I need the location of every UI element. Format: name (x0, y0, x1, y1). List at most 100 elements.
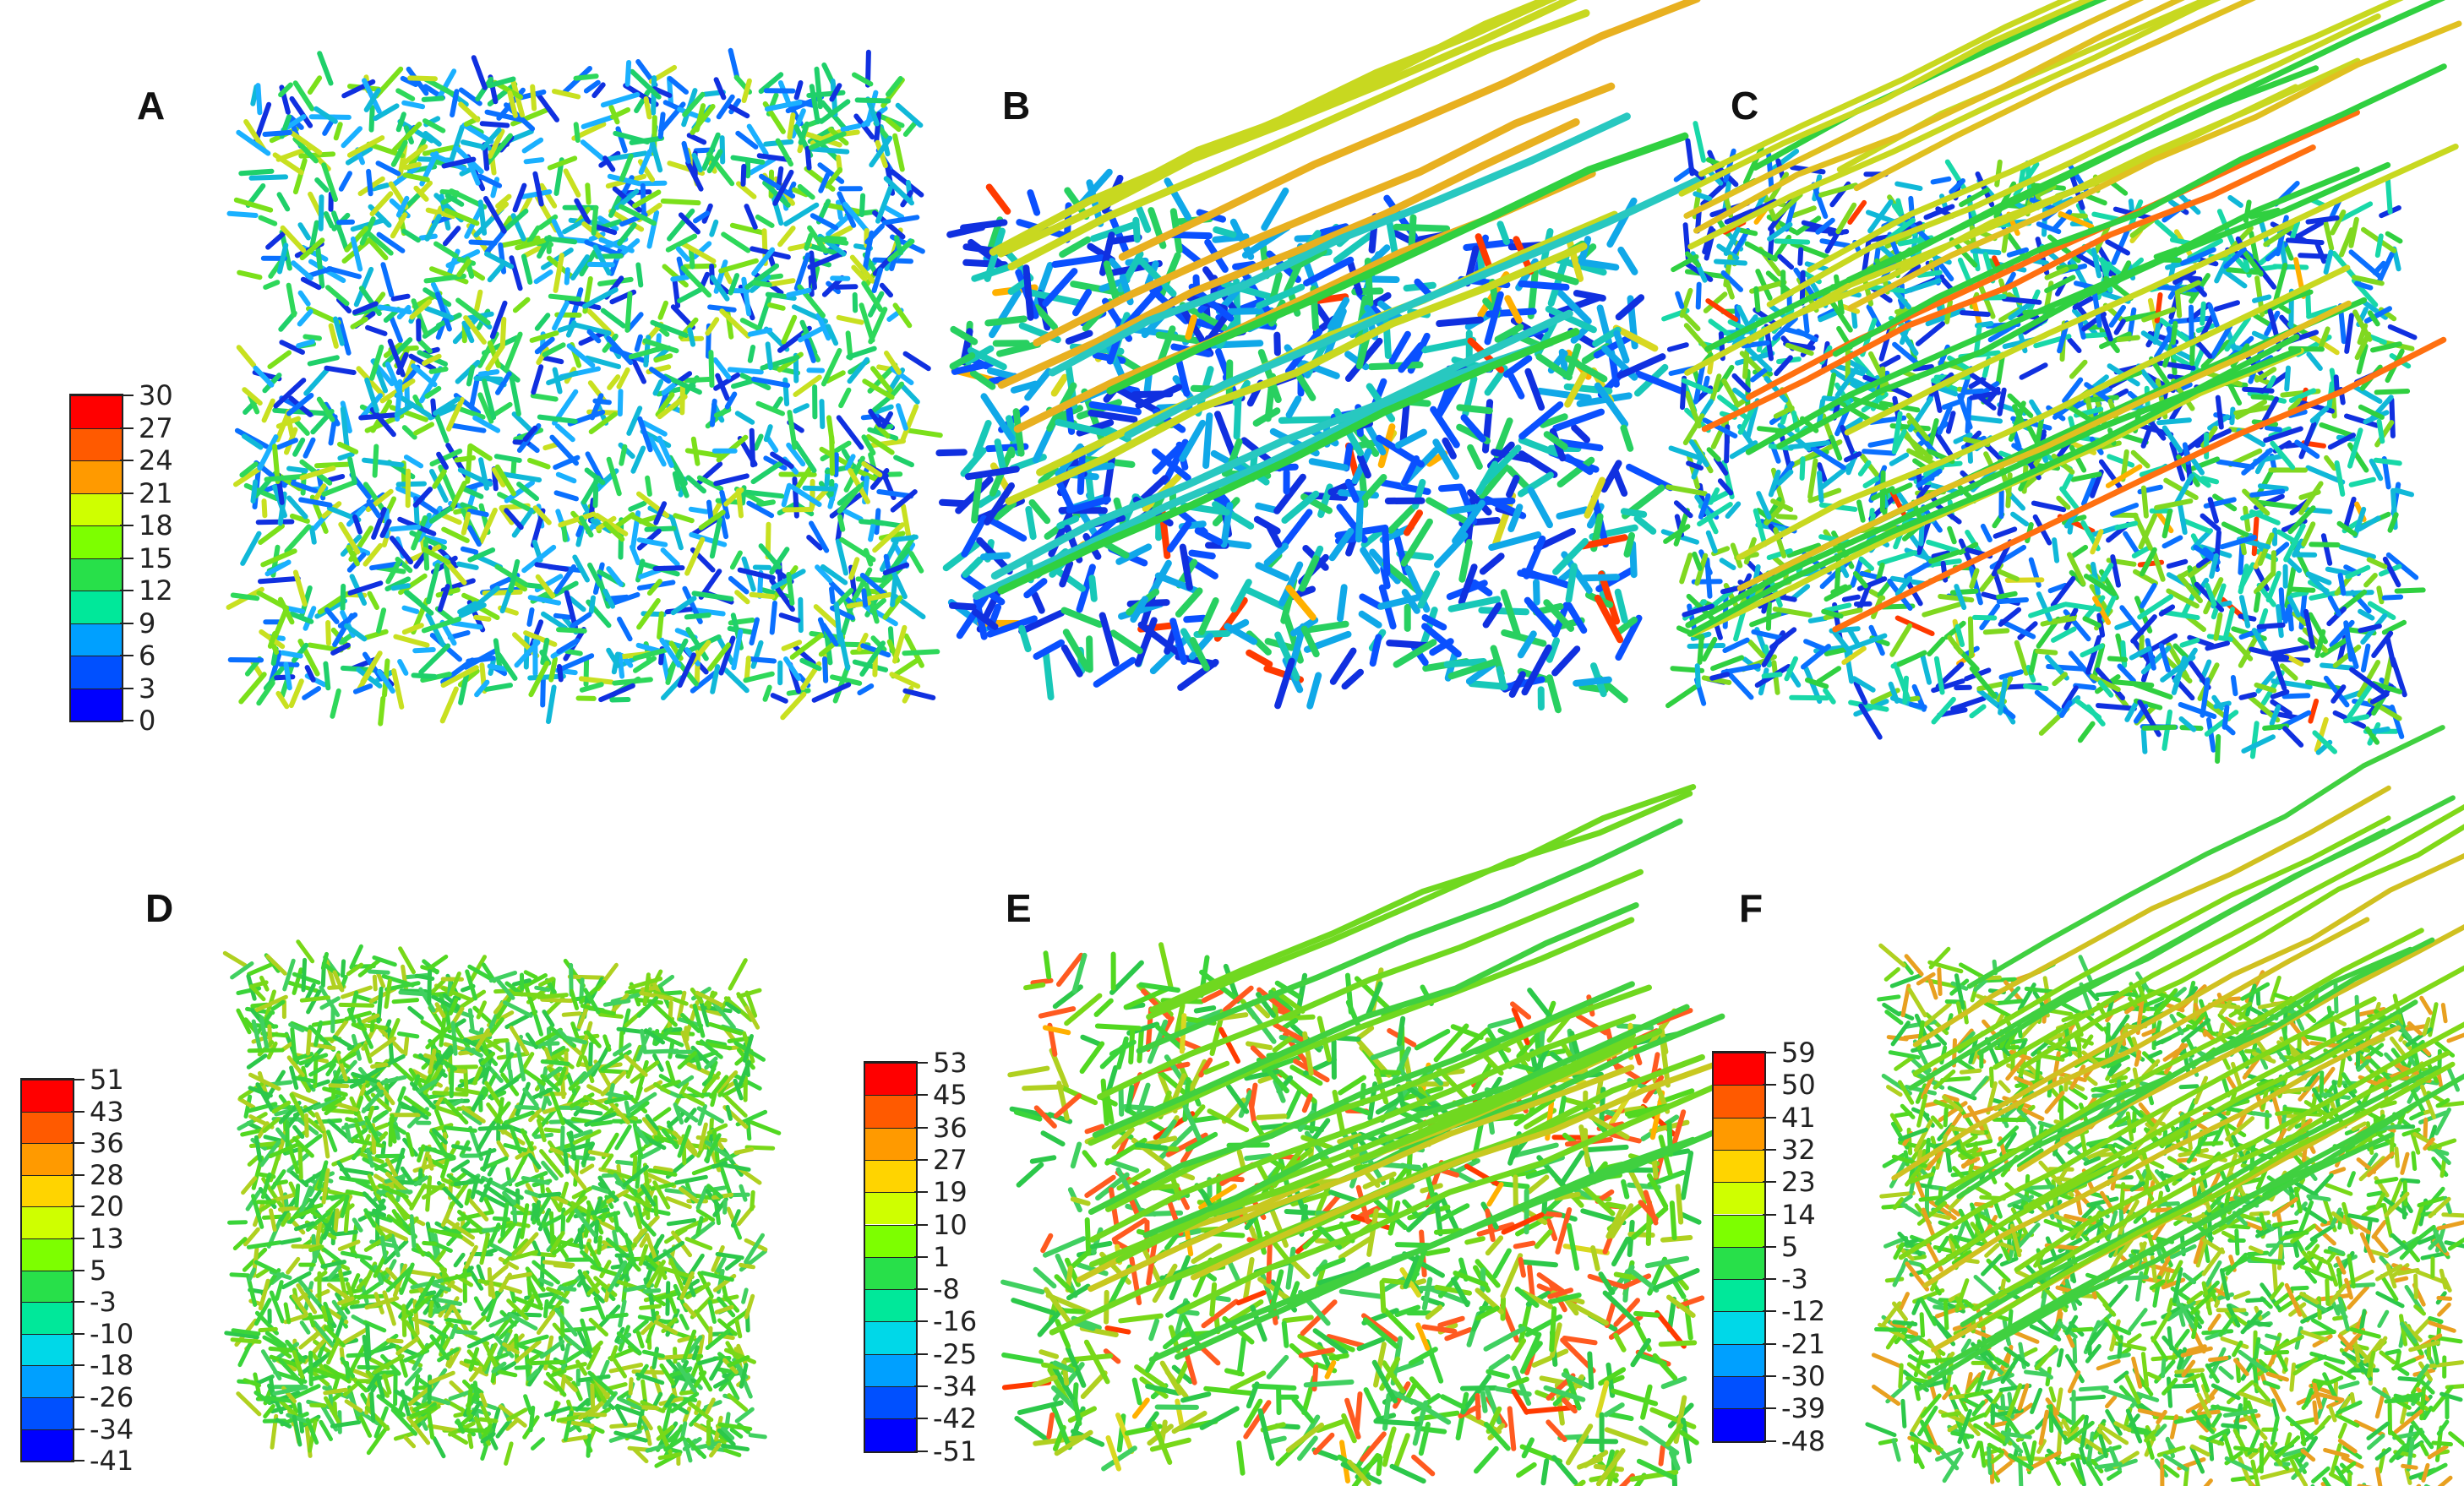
legend-color-segment (22, 1302, 73, 1334)
legend-color-segment (22, 1174, 73, 1207)
legend-tick-label: 51 (90, 1064, 124, 1096)
legend-tick (120, 427, 134, 429)
legend-tick (1763, 1052, 1776, 1053)
legend-tick (914, 1418, 928, 1420)
panel-label-d: D (145, 886, 174, 930)
legend-tick (914, 1062, 928, 1064)
legend-tick (71, 1364, 84, 1367)
legend-color-segment (71, 395, 122, 428)
legend-tick (71, 1428, 84, 1430)
legend-tick (71, 1173, 84, 1176)
legend-tick (1763, 1375, 1776, 1377)
legend-color-segment (71, 656, 122, 689)
legend-tick-label: 15 (139, 542, 173, 574)
legend-tick-label: -8 (933, 1273, 960, 1306)
legend-tick-label: 41 (1781, 1101, 1816, 1134)
network-b (935, 0, 1707, 714)
legend-tick (1763, 1245, 1776, 1248)
legend-tick-label: -10 (90, 1317, 134, 1350)
legend-color-bar (1712, 1051, 1766, 1443)
legend-tick-label: 24 (139, 444, 173, 476)
legend-color-segment (22, 1111, 73, 1144)
legend-tick-label: -12 (1781, 1295, 1826, 1328)
legend-color-segment (1714, 1182, 1764, 1215)
legend-color-segment (865, 1353, 916, 1386)
legend-color-segment (71, 427, 122, 460)
legend-tick-label: -34 (933, 1370, 978, 1402)
legend-color-segment (865, 1127, 916, 1160)
legend-tick-label: 13 (90, 1222, 124, 1255)
legend-tick-label: 5 (90, 1254, 107, 1287)
legend-color-bar (864, 1061, 918, 1453)
legend-color-segment (1714, 1279, 1764, 1312)
legend-tick (120, 395, 134, 396)
legend-tick-label: 12 (139, 574, 173, 607)
legend-color-bar (69, 394, 123, 722)
legend-tick-label: -16 (933, 1305, 978, 1338)
network-a (226, 47, 943, 727)
legend-tick (120, 687, 134, 689)
legend-tick-label: -3 (1781, 1263, 1808, 1296)
legend-tick-label: -21 (1781, 1327, 1826, 1360)
legend-color-segment (865, 1321, 916, 1354)
legend-tick-label: 30 (139, 379, 173, 411)
legend-tick-label: 1 (933, 1240, 951, 1273)
legend-tick-label: 36 (933, 1111, 968, 1144)
network-c (1660, 0, 2462, 764)
legend-tick-label: 21 (139, 476, 173, 509)
legend-tick (120, 622, 134, 624)
legend-tick-label: 20 (90, 1190, 124, 1223)
legend-tick-label: -51 (933, 1434, 978, 1467)
legend-tick-label: 28 (90, 1158, 124, 1191)
legend-color-segment (71, 460, 122, 493)
legend-tick (914, 1450, 928, 1452)
legend-tick (71, 1396, 84, 1398)
legend-tick-label: 18 (139, 509, 173, 542)
legend-color-segment (1714, 1149, 1764, 1183)
panel-label-a: A (137, 84, 166, 128)
legend-tick (1763, 1440, 1776, 1442)
legend-tick (1763, 1213, 1776, 1216)
legend-tick-label: 27 (933, 1143, 968, 1176)
legend-color-segment (22, 1270, 73, 1303)
legend-color-segment (865, 1063, 916, 1096)
legend-tick (1763, 1148, 1776, 1151)
legend-color-segment (865, 1159, 916, 1193)
legend-color-segment (22, 1333, 73, 1366)
legend-tick-label: -26 (90, 1381, 134, 1413)
legend-tick-label: -34 (90, 1413, 134, 1445)
legend-tick-label: 9 (139, 607, 156, 640)
legend-tick-label: 14 (1781, 1198, 1816, 1231)
legend-tick-label: -48 (1781, 1424, 1826, 1457)
legend-color-bar (20, 1078, 74, 1463)
legend-tick (71, 1110, 84, 1113)
legend-tick-label: 0 (139, 705, 156, 737)
legend-tick (914, 1223, 928, 1226)
legend-color-segment (1714, 1376, 1764, 1409)
legend-tick (914, 1094, 928, 1097)
legend-tick-label: 32 (1781, 1133, 1816, 1166)
legend-tick-label: -30 (1781, 1360, 1826, 1392)
legend-color-segment (1714, 1085, 1764, 1118)
legend-tick (120, 655, 134, 656)
legend-tick-label: 5 (1781, 1230, 1799, 1263)
legend-tick (120, 525, 134, 526)
legend-tick (914, 1320, 928, 1323)
legend-tick-label: -25 (933, 1337, 978, 1370)
legend-color-segment (71, 623, 122, 656)
legend-tick-label: -3 (90, 1286, 117, 1319)
legend-color-segment (1714, 1214, 1764, 1247)
legend-tick-label: 43 (90, 1095, 124, 1128)
panel-label-e: E (1006, 886, 1032, 930)
legend-color-segment (22, 1365, 73, 1397)
legend-tick (914, 1288, 928, 1291)
legend-tick (71, 1206, 84, 1208)
legend-color-segment (22, 1080, 73, 1112)
panel-label-c: C (1731, 84, 1759, 128)
legend-tick (1763, 1342, 1776, 1345)
network-e (1000, 784, 1737, 1486)
legend-tick (1763, 1310, 1776, 1313)
legend-tick (71, 1238, 84, 1239)
legend-tick-label: -39 (1781, 1392, 1826, 1425)
